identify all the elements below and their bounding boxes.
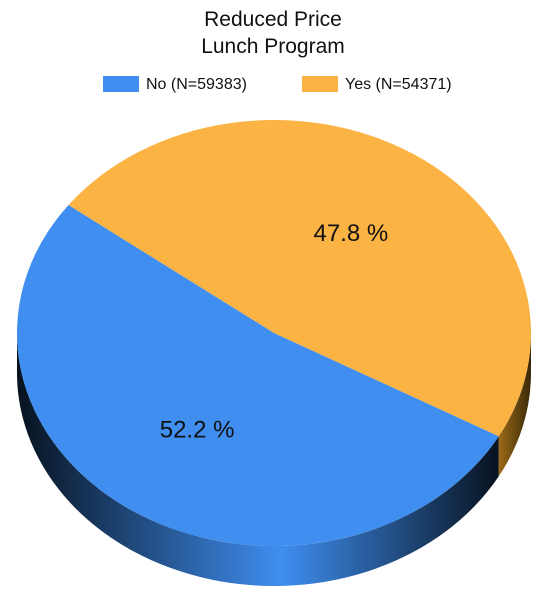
legend-label: Yes (N=54371) (345, 76, 452, 93)
slice (68, 120, 531, 437)
slice (16, 205, 499, 547)
legend-swatch (302, 76, 338, 92)
slice-side (498, 333, 531, 477)
value-label: 47.8 % (314, 220, 389, 247)
legend-swatch (103, 76, 139, 92)
legend-label: No (N=59383) (146, 76, 247, 93)
value-label: 52.2 % (160, 417, 235, 444)
slice-side (17, 333, 499, 586)
chart-title: Reduced Price Lunch Program (201, 8, 345, 58)
